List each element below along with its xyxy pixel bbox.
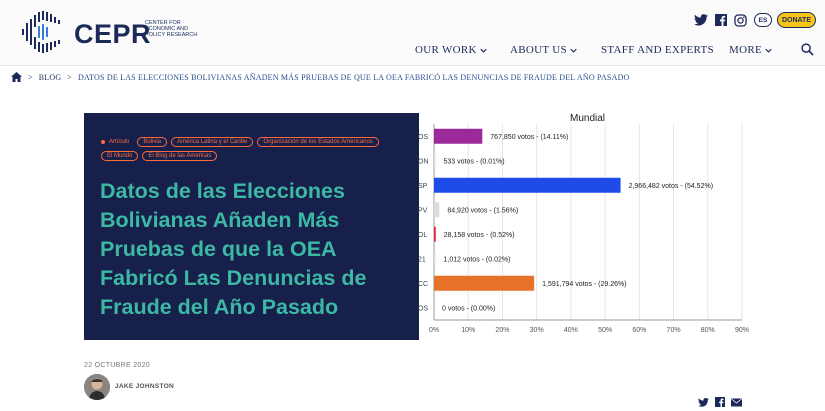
breadcrumb-separator: > (67, 72, 73, 82)
share-email-icon[interactable] (731, 394, 742, 407)
nav-more[interactable]: MORE (729, 44, 772, 56)
bar (434, 275, 535, 291)
nav-about-us-label: ABOUT US (510, 44, 567, 56)
tag-oas[interactable]: Organización de los Estados Americanos (257, 137, 379, 147)
publish-date: 22 OCTUBRE 2020 (84, 362, 150, 369)
donate-button[interactable]: DONATE (777, 12, 816, 28)
bullet-dot-icon (101, 140, 105, 144)
nav-our-work[interactable]: OUR WORK (415, 44, 487, 56)
nav-our-work-label: OUR WORK (415, 44, 477, 56)
data-label: 1,591,794 votos - (29.26%) (542, 281, 626, 288)
category-label: PV (418, 207, 428, 214)
nav-staff-and-experts[interactable]: STAFF AND EXPERTS (601, 44, 714, 56)
category-label: SP (418, 183, 428, 190)
data-label: 2,966,482 votos - (54.52%) (629, 183, 713, 190)
nav-staff-and-experts-label: STAFF AND EXPERTS (601, 44, 714, 56)
bar (434, 128, 483, 144)
home-icon[interactable] (11, 72, 22, 82)
avatar[interactable] (84, 374, 110, 400)
bar (434, 202, 440, 218)
language-toggle[interactable]: ES (754, 13, 772, 27)
tag-bolivia[interactable]: Bolivia (137, 137, 168, 147)
article-title: Datos de las Elecciones Bolivianas Añade… (100, 179, 367, 319)
article-type-label: Artículo (109, 139, 130, 145)
article-type: Artículo (101, 139, 129, 145)
author-name[interactable]: JAKE JOHNSTON (115, 383, 175, 390)
breadcrumb-current[interactable]: DATOS DE LAS ELECCIONES BOLIVIANAS AÑADE… (78, 72, 630, 82)
instagram-icon[interactable] (732, 12, 748, 28)
data-label: 84,920 votos - (1.56%) (447, 207, 518, 214)
nav-about-us[interactable]: ABOUT US (510, 44, 577, 56)
chart-title: Mundial (570, 113, 606, 124)
share-twitter-icon[interactable] (698, 394, 709, 407)
chevron-down-icon (480, 48, 487, 53)
category-label: OL (418, 232, 427, 239)
x-tick-label: 50% (598, 327, 612, 334)
tag-americas-blog[interactable]: El Blog de las Americas (142, 151, 218, 161)
tag-list: Artículo Bolivia América Latina y el Car… (101, 137, 411, 161)
bar (434, 177, 621, 193)
x-tick-label: 60% (632, 327, 646, 334)
x-tick-label: 90% (735, 327, 749, 334)
search-icon[interactable] (801, 43, 814, 56)
category-label: OS (418, 305, 428, 312)
twitter-icon[interactable] (693, 12, 709, 28)
x-tick-label: 20% (495, 327, 509, 334)
data-label: 0 votos - (0.00%) (442, 305, 495, 312)
vote-results-chart: 0% 10% 20% 30% 40% 50% 60% 70% 80% 90% OS 767,850 v… (418, 124, 749, 334)
x-tick-label: 30% (530, 327, 544, 334)
category-label: CC (418, 281, 428, 288)
cepr-logo-icon[interactable] (20, 10, 68, 54)
category-label: OS (418, 134, 428, 141)
data-label: 533 votos - (0.01%) (444, 158, 505, 165)
data-label: 28,158 votos - (0.52%) (444, 232, 515, 239)
bar (434, 226, 436, 242)
chevron-down-icon (570, 48, 577, 53)
x-tick-label: 70% (667, 327, 681, 334)
data-label: 767,850 votos - (14.11%) (490, 134, 568, 141)
breadcrumb-separator: > (28, 72, 33, 82)
data-label: 1,012 votos - (0.02%) (444, 256, 511, 263)
facebook-icon[interactable] (713, 12, 729, 28)
bar (434, 153, 436, 169)
x-tick-label: 10% (461, 327, 475, 334)
category-label: 21 (418, 256, 426, 263)
x-tick-label: 0% (429, 327, 439, 334)
category-label: ON (418, 158, 429, 165)
author-photo (84, 374, 110, 400)
breadcrumb: > BLOG > DATOS DE LAS ELECCIONES BOLIVIA… (11, 72, 630, 82)
tag-latin-america[interactable]: América Latina y el Caribe (171, 137, 254, 147)
breadcrumb-blog-link[interactable]: BLOG (38, 72, 62, 82)
chevron-down-icon (765, 48, 772, 53)
share-facebook-icon[interactable] (715, 394, 726, 407)
bar (434, 251, 436, 267)
site-header: CEPR Center for Economic and Policy Rese… (0, 0, 825, 66)
article-hero: Artículo Bolivia América Latina y el Car… (84, 113, 419, 340)
logo-subtitle: Center for Economic and Policy Research (145, 20, 198, 38)
tag-el-mundo[interactable]: El Mundo (101, 151, 139, 161)
x-tick-label: 40% (564, 327, 578, 334)
x-tick-label: 80% (701, 327, 715, 334)
nav-more-label: MORE (729, 44, 762, 56)
logo-wordmark[interactable]: CEPR (74, 19, 152, 49)
